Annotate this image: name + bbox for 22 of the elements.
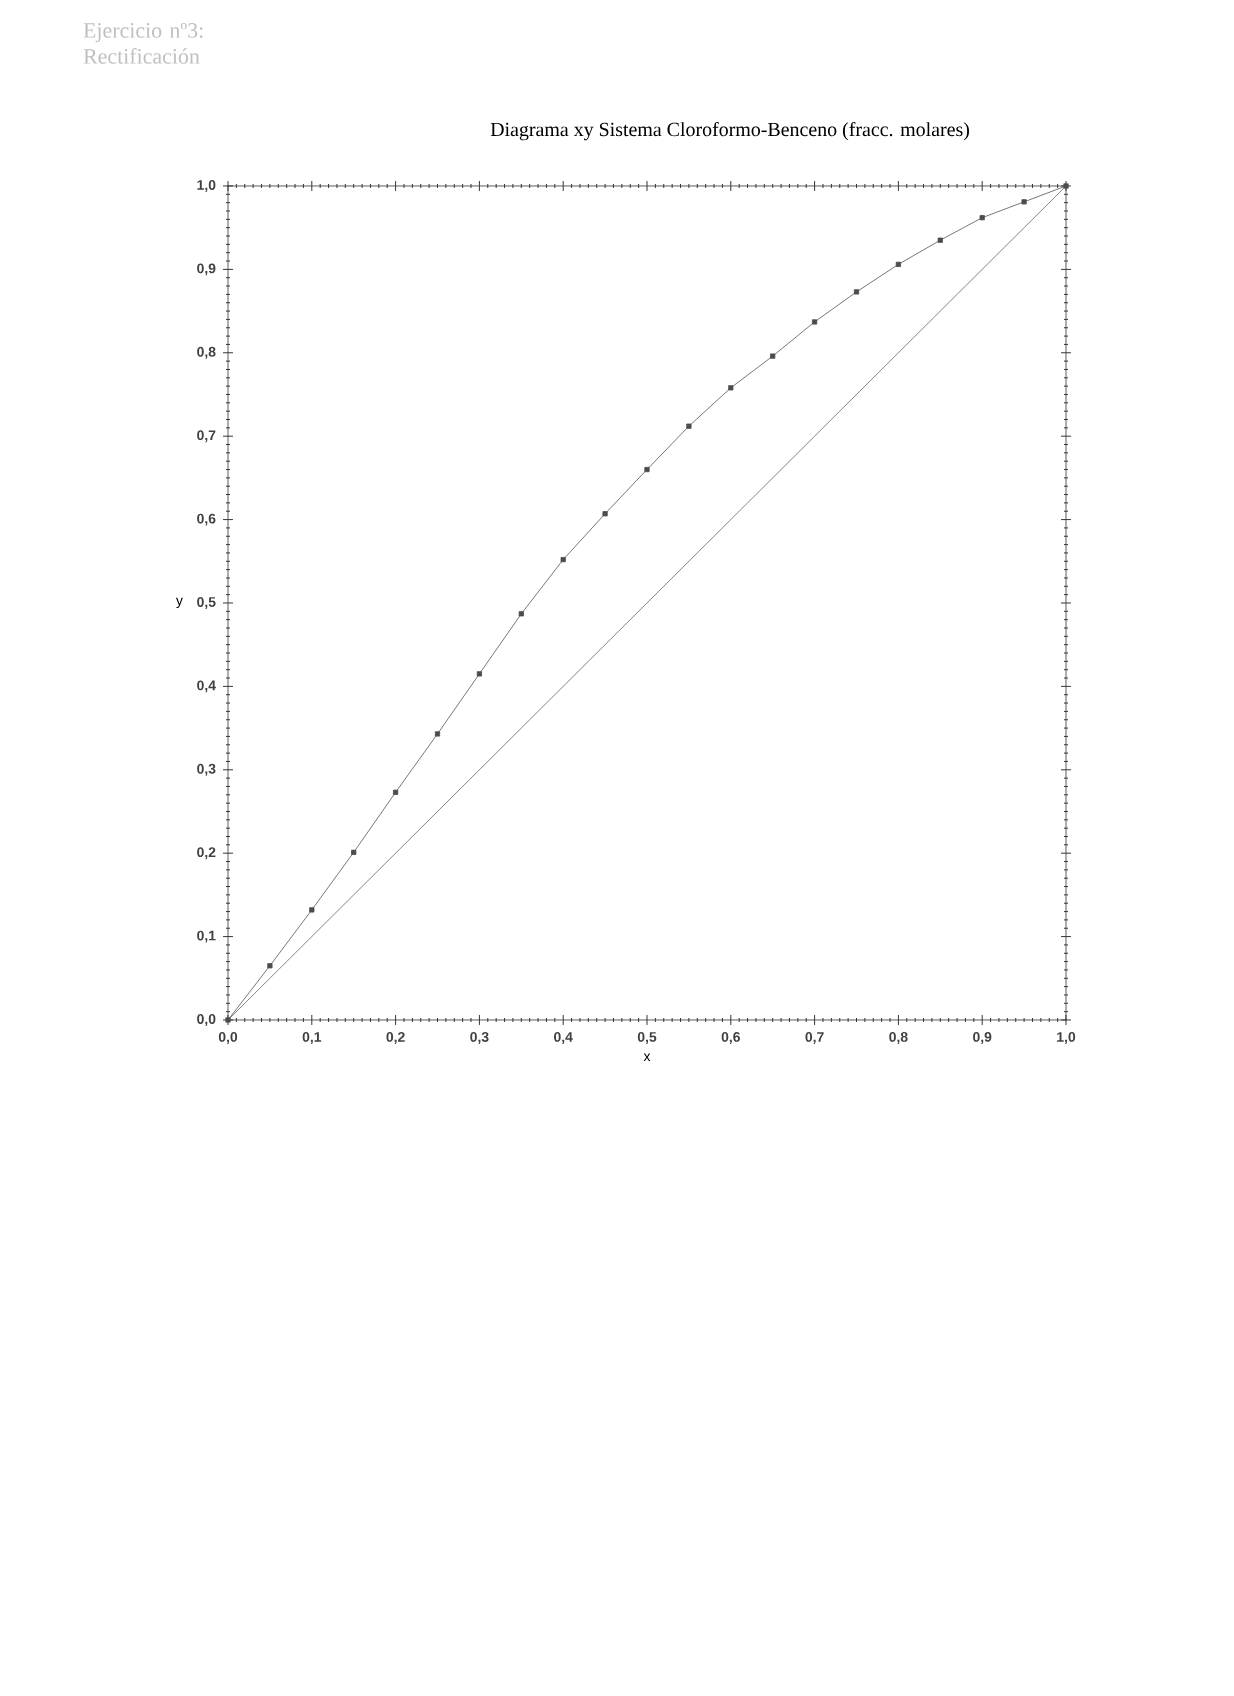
point [770, 353, 776, 359]
point [812, 319, 818, 325]
point [1021, 199, 1027, 205]
point [476, 671, 482, 677]
point [937, 237, 943, 243]
point [225, 1017, 231, 1023]
chart-title: Diagrama xy Sistema Cloroformo-Benceno (fracc. molares) [490, 121, 969, 141]
text: Ejercicio nº3: Rectificación [83, 23, 203, 64]
point [434, 731, 441, 737]
point [853, 289, 860, 295]
point [728, 385, 734, 391]
point [393, 789, 399, 795]
point [644, 466, 650, 473]
point [560, 557, 566, 563]
point [979, 215, 985, 221]
point [602, 511, 608, 517]
point [267, 963, 273, 969]
point [686, 423, 692, 429]
point [351, 849, 357, 855]
point [895, 261, 901, 267]
point [309, 907, 315, 913]
point [518, 611, 524, 617]
